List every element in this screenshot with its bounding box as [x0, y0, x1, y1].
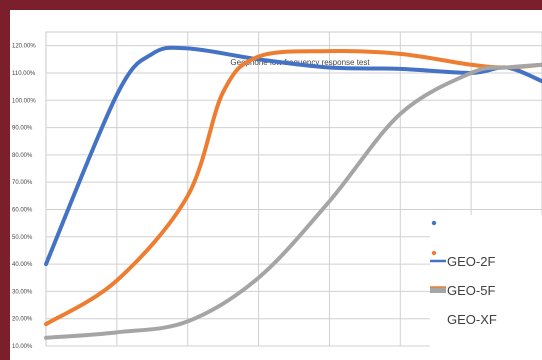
line-chart: 120.00% 110.00% 100.00% 90.00% 80.00% 70.00% 6… — [12, 31, 542, 355]
series-line-geo-2f — [44, 45, 542, 267]
series-line-geo-xf — [44, 62, 542, 340]
y-tick-label: 70.00% — [12, 180, 33, 186]
y-tick-label: 40.00% — [12, 262, 33, 268]
y-tick-label: 50.00% — [12, 235, 33, 241]
chart-legend: GEO-2F GEO-5F GEO-XF — [430, 215, 542, 355]
chart-frame: 120.00% 110.00% 100.00% 90.00% 80.00% 70.00% 6… — [10, 10, 542, 360]
y-tick-label: 30.00% — [12, 289, 33, 295]
legend-swatch-geo-5f — [430, 287, 446, 293]
legend-background — [430, 215, 542, 355]
legend-label-geo-5f: GEO-5F — [447, 283, 495, 298]
y-tick-label: 90.00% — [12, 126, 33, 132]
y-tick-label: 60.00% — [12, 207, 33, 213]
y-tick-label: 20.00% — [12, 317, 33, 323]
y-tick-label: 120.00% — [12, 44, 36, 50]
legend-label-geo-2f: GEO-2F — [447, 254, 495, 269]
y-tick-label: 80.00% — [12, 153, 33, 159]
legend-label-geo-xf: GEO-XF — [447, 312, 497, 327]
chart-series — [44, 45, 542, 340]
legend-dot-blue — [431, 220, 437, 226]
legend-dot-orange — [431, 250, 437, 256]
y-tick-label: 110.00% — [12, 71, 36, 77]
chart-title: Geophone low frequency response test — [230, 58, 370, 67]
y-tick-label: 100.00% — [12, 98, 36, 104]
series-line-geo-5f — [44, 49, 542, 327]
y-axis-ticks: 120.00% 110.00% 100.00% 90.00% 80.00% 70.00% 6… — [12, 44, 36, 350]
y-tick-label: 10.00% — [12, 344, 33, 350]
